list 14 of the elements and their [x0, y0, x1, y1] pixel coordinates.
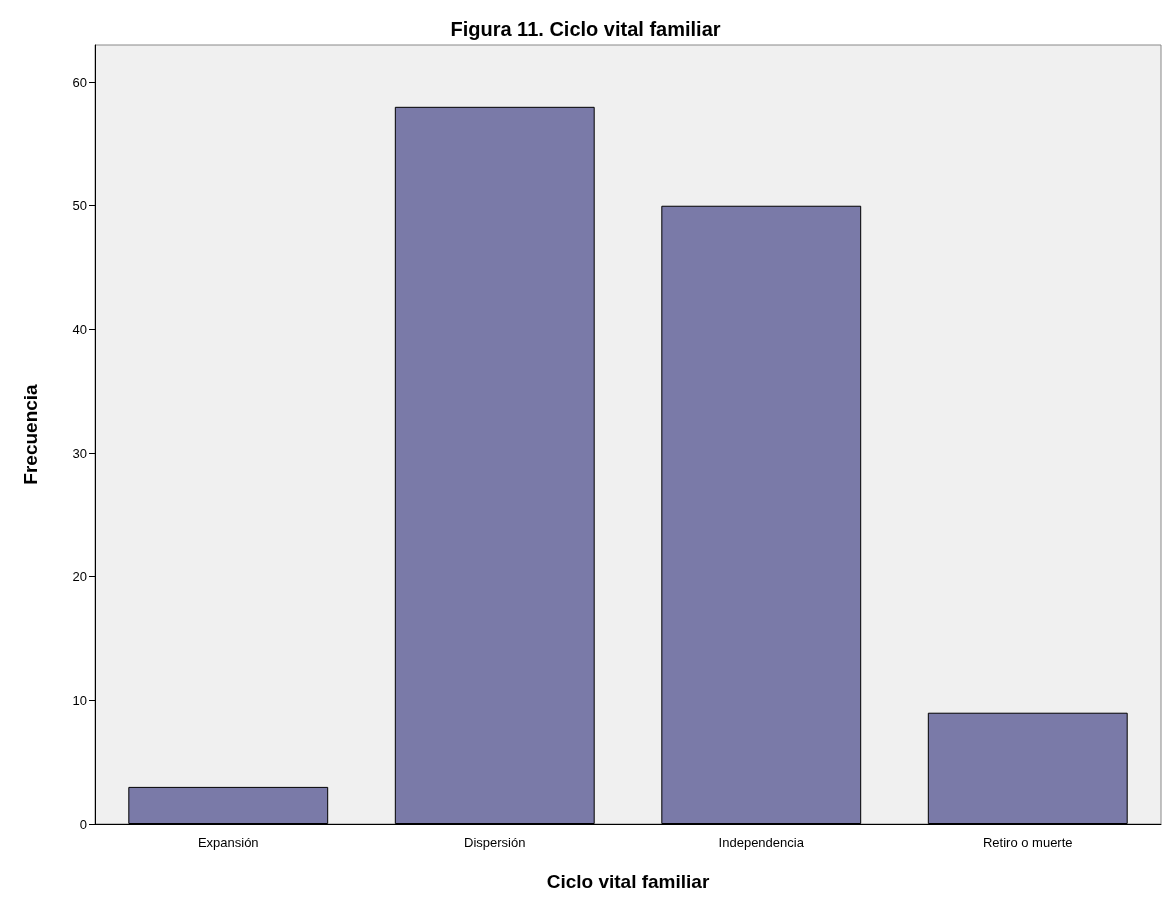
x-axis-title: Ciclo vital familiar — [546, 871, 710, 892]
y-tick-label: 60 — [72, 74, 87, 90]
y-axis-title: Frecuencia — [20, 383, 41, 485]
y-tick-label: 40 — [72, 321, 87, 337]
y-tick-label: 30 — [72, 445, 87, 461]
y-tick-label: 0 — [79, 816, 87, 832]
chart-title: Figura 11. Ciclo vital familiar — [450, 18, 721, 40]
x-tick-label: Retiro o muerte — [982, 835, 1073, 850]
y-tick-label: 10 — [72, 692, 87, 708]
y-tick-label: 50 — [72, 198, 87, 214]
y-tick-label: 20 — [72, 569, 87, 585]
x-tick-label: Independencia — [718, 835, 805, 850]
x-tick-label: Expansión — [197, 835, 259, 850]
x-tick-label: Dispersión — [464, 835, 526, 850]
